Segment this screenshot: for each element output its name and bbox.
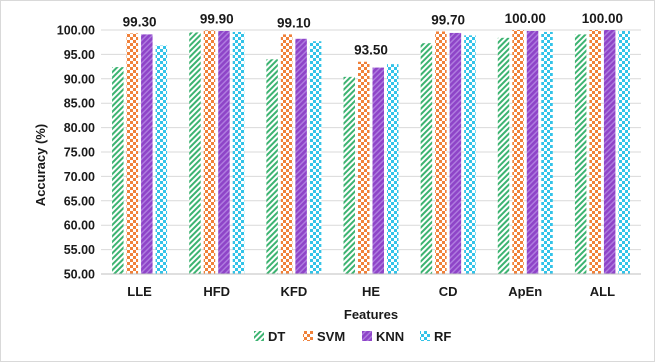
bar-svm-all <box>589 30 601 274</box>
legend-swatch-rf <box>420 331 430 341</box>
legend-label-svm: SVM <box>317 329 345 344</box>
bars <box>112 30 630 275</box>
data-label: 93.50 <box>354 43 388 58</box>
bar-rf-cd <box>464 35 476 275</box>
bar-svm-kfd <box>280 34 293 274</box>
y-tick-label: 75.00 <box>64 146 95 160</box>
bar-svm-lle <box>126 33 139 274</box>
y-tick-label: 90.00 <box>64 72 95 86</box>
data-label: 100.00 <box>582 11 623 26</box>
gridlines <box>101 29 641 251</box>
y-axis-title: Accuracy (%) <box>33 124 48 206</box>
bar-svm-cd <box>435 31 447 274</box>
bar-dt-lle <box>112 67 124 274</box>
data-label: 99.30 <box>123 14 157 29</box>
x-axis-ticks: LLE HFD KFD HE CD ApEn ALL <box>127 284 615 299</box>
legend: DT SVM KNN RF <box>254 329 451 344</box>
legend-label-dt: DT <box>268 329 285 344</box>
y-tick-label: 80.00 <box>64 121 95 135</box>
bar-rf-apen <box>541 31 553 275</box>
y-axis-ticks: 50.00 55.00 60.00 65.00 70.00 75.00 80.00 85.00… <box>57 24 95 282</box>
bar-knn-all <box>603 30 616 274</box>
bar-dt-all <box>574 34 587 274</box>
y-tick-label: 60.00 <box>64 219 95 233</box>
legend-label-rf: RF <box>434 329 451 344</box>
data-label: 100.00 <box>505 11 546 26</box>
y-tick-label: 85.00 <box>64 97 95 111</box>
data-label: 99.90 <box>200 11 234 26</box>
x-tick-label: HFD <box>203 284 230 299</box>
y-tick-label: 100.00 <box>57 24 95 38</box>
bar-dt-apen <box>497 37 510 274</box>
bar-rf-kfd <box>309 41 322 274</box>
x-tick-label: ApEn <box>508 284 542 299</box>
bar-knn-hfd <box>218 30 230 275</box>
bar-dt-he <box>343 76 355 275</box>
bar-svm-hfd <box>203 30 216 274</box>
x-tick-label: LLE <box>127 284 152 299</box>
bar-knn-he <box>372 67 384 275</box>
x-tick-label: HE <box>362 284 380 299</box>
bar-dt-kfd <box>266 59 278 274</box>
legend-swatch-svm <box>303 331 313 341</box>
bar-knn-cd <box>449 32 462 274</box>
bar-knn-apen <box>526 30 539 275</box>
bar-dt-cd <box>420 43 433 275</box>
bar-rf-hfd <box>232 31 245 275</box>
bar-rf-lle <box>155 45 168 275</box>
bar-knn-kfd <box>295 38 307 275</box>
bar-svm-he <box>358 61 370 274</box>
x-tick-label: CD <box>439 284 458 299</box>
x-tick-label: ALL <box>590 284 615 299</box>
y-tick-label: 50.00 <box>64 268 95 282</box>
data-label: 99.10 <box>277 15 311 30</box>
data-labels: 99.30 99.90 99.10 93.50 99.70 100.00 100.00 <box>123 11 623 58</box>
bar-rf-he <box>387 64 399 274</box>
legend-swatch-dt <box>254 331 264 341</box>
bar-rf-all <box>618 30 630 275</box>
y-tick-label: 70.00 <box>64 170 95 184</box>
y-tick-label: 95.00 <box>64 48 95 62</box>
y-tick-label: 65.00 <box>64 194 95 208</box>
x-tick-label: KFD <box>280 284 307 299</box>
x-axis-title: Features <box>344 307 398 322</box>
y-tick-label: 55.00 <box>64 243 95 257</box>
bar-dt-hfd <box>189 32 201 274</box>
legend-label-knn: KNN <box>376 329 404 344</box>
data-label: 99.70 <box>431 12 465 27</box>
bar-knn-lle <box>141 34 153 274</box>
legend-swatch-knn <box>362 331 372 341</box>
bar-svm-apen <box>512 30 524 274</box>
